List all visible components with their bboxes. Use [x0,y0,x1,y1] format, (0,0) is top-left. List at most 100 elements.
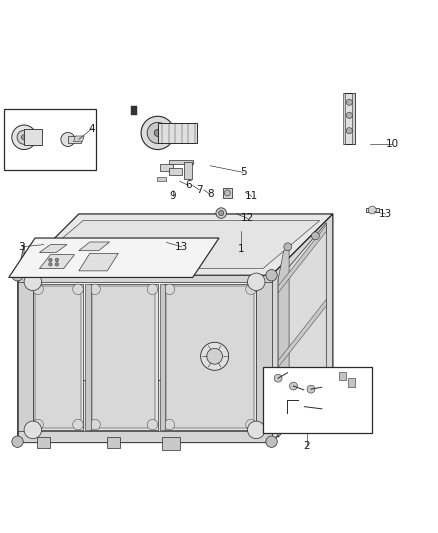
Polygon shape [339,372,346,381]
Circle shape [207,349,223,364]
Circle shape [147,123,168,143]
Text: 9: 9 [170,191,177,201]
Circle shape [33,419,43,430]
Circle shape [17,130,31,144]
Polygon shape [79,253,118,271]
Circle shape [147,419,158,430]
Circle shape [266,436,277,447]
Polygon shape [184,162,192,179]
Polygon shape [39,255,74,269]
Polygon shape [18,275,272,442]
Polygon shape [18,381,333,442]
Text: 3: 3 [18,242,25,252]
Polygon shape [366,208,379,212]
Circle shape [12,436,23,447]
Polygon shape [278,223,289,437]
Circle shape [55,258,59,262]
Circle shape [154,130,161,136]
Text: 5: 5 [240,167,247,177]
Bar [37,437,50,448]
Circle shape [201,342,229,370]
Circle shape [73,284,83,295]
Polygon shape [33,284,83,430]
Circle shape [307,385,315,393]
Circle shape [284,243,292,251]
Bar [352,93,355,144]
Bar [223,188,232,198]
Text: 4: 4 [88,124,95,134]
Bar [169,159,193,164]
Circle shape [246,284,256,295]
Circle shape [33,284,43,295]
Polygon shape [160,284,165,430]
Text: 10: 10 [385,139,399,149]
Circle shape [216,208,226,219]
Polygon shape [79,242,110,251]
Polygon shape [169,168,182,175]
Polygon shape [18,245,24,442]
Polygon shape [278,223,326,437]
Polygon shape [256,275,272,442]
Bar [4,109,96,170]
Bar [131,106,137,115]
Circle shape [290,382,297,390]
Text: 2: 2 [303,441,310,451]
Circle shape [90,284,100,295]
Polygon shape [9,238,219,278]
Bar [157,177,166,181]
Circle shape [164,284,175,295]
Circle shape [368,206,376,214]
Circle shape [141,116,174,150]
Text: 7: 7 [196,185,203,195]
Polygon shape [166,286,254,427]
Circle shape [49,258,52,262]
Circle shape [164,419,175,430]
Circle shape [49,263,52,266]
Polygon shape [92,286,155,427]
Circle shape [311,385,319,393]
Polygon shape [140,240,193,251]
Polygon shape [348,378,355,387]
Polygon shape [39,245,67,253]
Text: 6: 6 [185,181,192,190]
Circle shape [147,284,158,295]
Polygon shape [164,284,256,430]
Polygon shape [90,284,158,430]
Polygon shape [26,221,320,269]
Circle shape [224,190,230,196]
Bar [24,128,42,145]
Circle shape [247,273,265,290]
Bar [107,437,120,448]
Circle shape [346,128,352,134]
Polygon shape [272,214,333,442]
Text: 8: 8 [207,189,214,199]
Circle shape [61,133,75,147]
Circle shape [219,211,224,216]
Circle shape [12,125,36,150]
Circle shape [266,270,277,281]
Polygon shape [74,136,84,142]
Circle shape [12,270,23,281]
Text: 1: 1 [237,244,244,254]
Polygon shape [278,225,326,293]
Circle shape [73,419,83,430]
Polygon shape [35,286,81,427]
Circle shape [21,135,27,140]
Polygon shape [85,284,91,430]
Circle shape [24,421,42,439]
Text: 11: 11 [245,191,258,201]
Circle shape [90,419,100,430]
Circle shape [55,263,59,266]
Text: 12: 12 [241,213,254,223]
Polygon shape [18,431,272,442]
Circle shape [274,374,282,382]
Circle shape [247,421,265,439]
Polygon shape [18,275,272,282]
Polygon shape [158,123,197,142]
Circle shape [346,112,352,118]
Circle shape [246,419,256,430]
Circle shape [24,273,42,290]
Circle shape [311,232,319,240]
Circle shape [284,418,292,426]
Polygon shape [160,164,173,171]
